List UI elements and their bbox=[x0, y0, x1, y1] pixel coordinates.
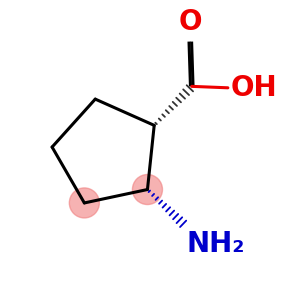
Circle shape bbox=[69, 188, 99, 218]
Circle shape bbox=[132, 175, 163, 205]
Text: NH₂: NH₂ bbox=[187, 230, 245, 258]
Text: O: O bbox=[178, 8, 202, 36]
Text: OH: OH bbox=[231, 74, 278, 102]
